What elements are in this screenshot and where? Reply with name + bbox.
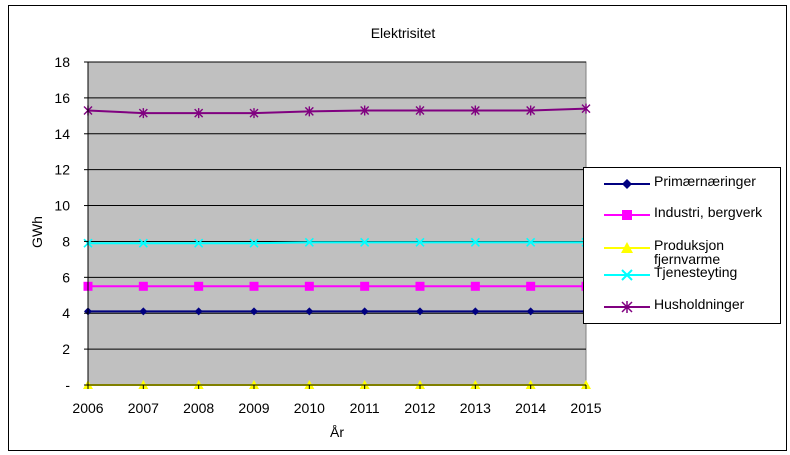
data-point [249,281,259,291]
legend-swatch-diamond-icon [604,179,650,189]
data-point [138,108,148,119]
data-point [471,307,480,316]
y-axis-label: GWh [29,216,45,248]
legend-item-tjenesteyting: Tjenesteyting [584,262,780,294]
legend-swatch-x-icon [604,269,650,281]
legend-label: Industri, bergverk [654,204,763,220]
x-tick-label: 2013 [460,400,491,416]
data-point [470,237,480,247]
data-point [304,237,314,247]
series-diamond [84,307,590,316]
y-tick-label: - [65,377,70,393]
data-point [526,105,536,116]
data-point [194,108,204,119]
legend-label: Tjenesteyting [654,264,738,280]
data-point [194,281,204,291]
x-tick-label: 2007 [128,400,159,416]
legend-label: Husholdninger [654,296,745,312]
x-tick-label: 2008 [183,400,214,416]
legend-label: Primærnæringer [654,173,756,189]
y-tick-label: 16 [54,90,70,106]
data-point [360,307,369,316]
x-tick-label: 2015 [570,400,601,416]
x-axis-label: År [330,424,344,440]
legend-swatch-triangle-icon [604,242,650,253]
data-point [470,105,480,116]
y-tick-label: 10 [54,198,70,214]
data-point [526,237,536,247]
data-point [139,307,148,316]
data-point [250,307,258,316]
legend-swatch-square-icon [604,210,650,220]
data-point [249,238,259,248]
legend-item-husholdninger: Husholdninger [584,294,780,326]
data-point [526,307,535,316]
x-tick-label: 2014 [515,400,546,416]
plot-area [87,61,587,386]
legend-item-industri: Industri, bergverk [584,202,780,234]
series-line [88,241,586,245]
data-point [416,307,424,316]
data-point [249,108,259,119]
x-tick-label: 2006 [72,400,103,416]
data-point [360,105,370,116]
y-tick-label: 12 [54,162,70,178]
data-point [360,281,370,291]
data-point [305,307,314,316]
data-point [470,281,480,291]
data-point [194,307,203,316]
data-point [526,281,536,291]
data-point [304,281,314,291]
data-point [415,237,425,247]
y-tick-label: 6 [62,269,70,285]
x-tick-label: 2012 [404,400,435,416]
legend: Primærnæringer Industri, bergverk Produk… [583,167,781,324]
y-tick-label: 18 [54,54,70,70]
y-tick-label: 4 [62,305,70,321]
y-tick-label: 14 [54,126,70,142]
data-point [360,237,370,247]
series-asterisk [83,103,591,119]
legend-item-produksjon-fjernvarme: Produksjon fjernvarme [584,235,780,267]
x-tick-label: 2009 [238,400,269,416]
data-point [138,238,148,248]
legend-label: Produksjon fjernvarme [654,237,725,267]
x-tick-label: 2011 [350,400,380,416]
data-point [581,103,591,114]
axes [87,62,586,386]
y-tick-label: 8 [62,233,70,249]
y-tick-label: 2 [62,341,70,357]
data-point [304,106,314,117]
chart-title: Elektrisitet [371,25,436,41]
data-point [415,105,425,116]
data-point [138,281,148,291]
data-point [415,281,425,291]
axis-ticks: - 2 4 6 8 10 12 14 16 18 2006 2007 2008 2009 2010 2011 2… [54,54,601,416]
x-tick-label: 2010 [294,400,325,416]
legend-swatch-asterisk-icon [604,301,650,313]
data-point [194,238,204,248]
legend-item-primaernaeringer: Primærnæringer [584,171,780,203]
series-line [87,107,587,115]
